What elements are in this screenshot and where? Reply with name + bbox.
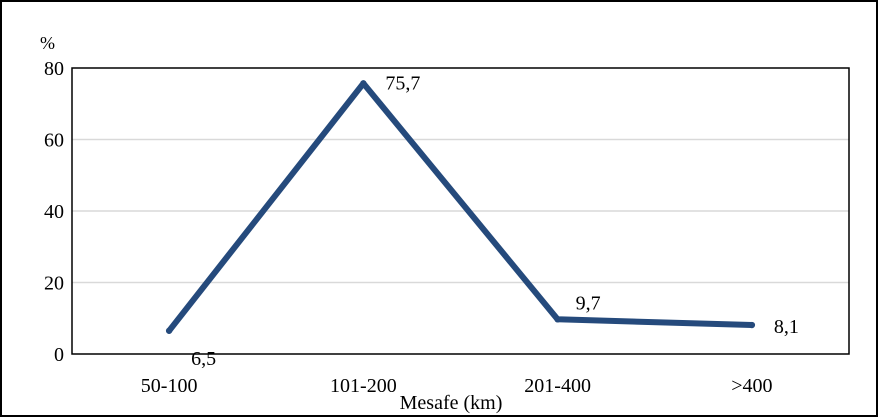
x-tick-label: 101-200 <box>330 375 397 397</box>
series-layer <box>165 80 756 334</box>
y-tick-label: 60 <box>44 130 64 152</box>
series-line <box>166 80 755 334</box>
data-label: 8,1 <box>774 316 799 338</box>
y-tick-label: 40 <box>44 201 64 223</box>
x-axis-title: Mesafe (km) <box>400 392 503 414</box>
data-label: 6,5 <box>191 348 216 370</box>
y-tick-label: 80 <box>44 58 64 80</box>
x-axis-categories: 50-100 101-200 201-400 >400 <box>141 375 773 397</box>
y-tick-label: 0 <box>54 344 64 366</box>
plot-area <box>71 67 850 355</box>
data-point <box>165 327 173 334</box>
data-point <box>554 316 561 323</box>
y-axis-unit-label: % <box>40 33 55 53</box>
x-tick-label: >400 <box>731 375 772 397</box>
data-labels: 6,5 75,7 9,7 8,1 <box>191 72 799 369</box>
gridlines <box>72 138 849 284</box>
data-point <box>360 80 367 87</box>
y-tick-label: 20 <box>44 273 64 295</box>
data-label: 75,7 <box>385 72 420 94</box>
y-axis-ticks: 0 20 40 60 80 <box>44 58 64 366</box>
x-tick-label: 50-100 <box>141 375 198 397</box>
data-point <box>748 321 756 329</box>
x-tick-label: 201-400 <box>524 375 591 397</box>
data-label: 9,7 <box>576 292 601 314</box>
